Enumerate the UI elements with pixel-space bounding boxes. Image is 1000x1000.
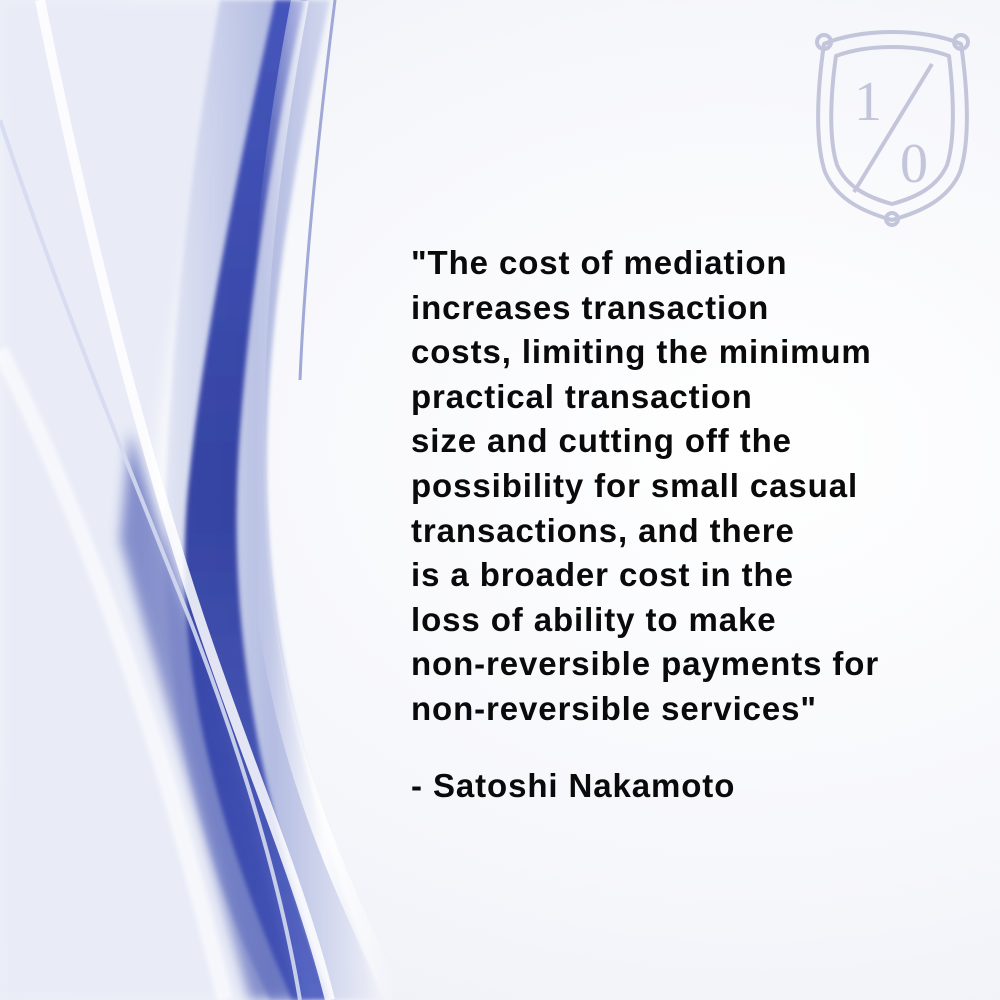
quote-attribution: - Satoshi Nakamoto — [411, 766, 736, 804]
logo-denominator: 0 — [900, 133, 928, 195]
quote-line: "The cost of mediation — [411, 244, 788, 281]
quote-line: loss of ability to make — [411, 600, 777, 638]
quote-line: costs, limiting the minimum — [411, 333, 872, 371]
quote-line: non-reversible payments for — [411, 645, 880, 683]
quote-line: non-reversible services" — [411, 689, 817, 727]
quote-line: practical transaction — [411, 377, 753, 415]
shield-logo-icon: 1 0 — [815, 30, 970, 227]
quote-text-block: "The cost of mediation increases transac… — [411, 241, 996, 808]
quote-line: transactions, and there — [411, 511, 795, 549]
quote-line: is a broader cost in the — [411, 556, 794, 594]
logo-numerator: 1 — [854, 71, 882, 133]
quote-line: possibility for small casual — [411, 466, 859, 504]
quote-line: size and cutting off the — [411, 422, 792, 460]
quote-line: increases transaction — [411, 288, 770, 326]
